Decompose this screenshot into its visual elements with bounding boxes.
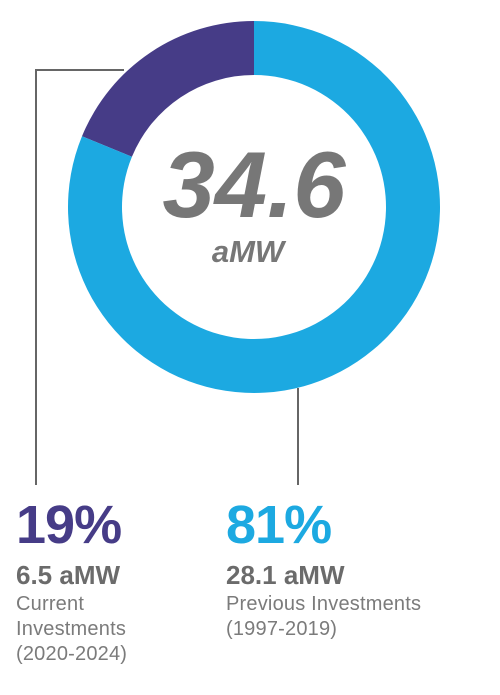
description-previous-line-2: (1997-2019) [226, 618, 338, 640]
description-current-line-3: (2020-2024) [16, 643, 128, 665]
description-previous: Previous Investments (1997-2019) [226, 592, 421, 642]
description-current-line-1: Current [16, 593, 85, 615]
description-current-line-2: Investments [16, 618, 127, 640]
percent-current: 19% [16, 495, 122, 555]
description-previous-line-1: Previous Investments [226, 593, 422, 615]
legend-current-investments: 19% 6.5 aMW Current Investments (2020-20… [16, 498, 127, 667]
percent-previous: 81% [226, 495, 332, 555]
legend-previous-investments: 81% 28.1 aMW Previous Investments (1997-… [226, 498, 421, 642]
center-total-value: 34.6 [163, 132, 347, 237]
description-current: Current Investments (2020-2024) [16, 592, 127, 667]
amount-previous: 28.1 aMW [226, 560, 345, 590]
center-total-unit: aMW [212, 234, 287, 269]
slice-current-investments [81, 21, 254, 157]
amount-current: 6.5 aMW [16, 560, 121, 590]
leader-line-current [35, 69, 124, 485]
